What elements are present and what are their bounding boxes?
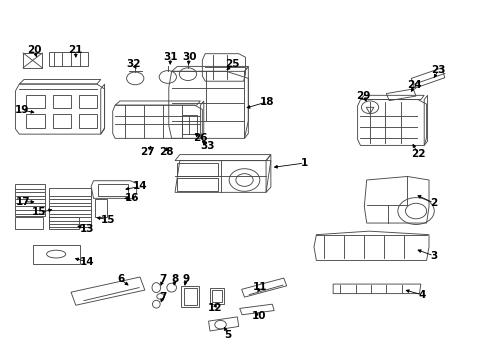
Bar xyxy=(209,288,224,304)
Text: 23: 23 xyxy=(430,65,445,75)
Bar xyxy=(183,288,197,305)
Text: 14: 14 xyxy=(133,181,147,192)
Text: 9: 9 xyxy=(182,274,189,284)
Bar xyxy=(49,217,79,229)
Text: 1: 1 xyxy=(300,158,307,168)
Text: 32: 32 xyxy=(126,59,140,69)
Bar xyxy=(26,114,44,128)
Text: 5: 5 xyxy=(224,329,231,339)
Text: 31: 31 xyxy=(163,52,177,62)
Text: 19: 19 xyxy=(15,105,29,115)
Bar xyxy=(181,286,199,307)
Text: 14: 14 xyxy=(80,257,95,267)
Bar xyxy=(79,114,97,128)
Text: 24: 24 xyxy=(407,80,421,90)
Text: 11: 11 xyxy=(253,282,267,292)
Bar xyxy=(23,53,42,68)
Text: 28: 28 xyxy=(159,148,174,157)
Text: 13: 13 xyxy=(80,224,94,234)
Bar xyxy=(49,52,88,66)
Bar xyxy=(177,177,218,190)
Text: 20: 20 xyxy=(27,45,42,55)
Bar xyxy=(49,189,91,226)
Text: 15: 15 xyxy=(32,207,46,217)
Bar xyxy=(182,115,196,134)
Bar xyxy=(33,244,80,264)
Bar xyxy=(16,184,45,216)
Text: 7: 7 xyxy=(159,292,166,302)
Text: 26: 26 xyxy=(193,133,207,143)
Text: 18: 18 xyxy=(260,97,274,107)
Text: 4: 4 xyxy=(417,290,425,300)
Text: 29: 29 xyxy=(355,91,370,101)
Text: 30: 30 xyxy=(182,52,196,62)
Bar xyxy=(79,95,97,108)
Text: 17: 17 xyxy=(16,197,30,207)
Bar xyxy=(211,290,222,302)
Text: 16: 16 xyxy=(124,193,139,203)
Text: 27: 27 xyxy=(140,148,155,157)
Text: 7: 7 xyxy=(159,274,166,284)
Text: 21: 21 xyxy=(68,45,83,55)
Bar xyxy=(98,184,128,196)
Text: 33: 33 xyxy=(200,141,214,152)
Text: 6: 6 xyxy=(117,274,124,284)
Text: 25: 25 xyxy=(225,59,239,69)
Bar xyxy=(53,114,71,128)
Bar xyxy=(16,217,43,229)
Bar xyxy=(26,95,44,108)
Bar xyxy=(95,199,107,217)
Text: 12: 12 xyxy=(207,303,222,313)
Text: 15: 15 xyxy=(101,215,115,225)
Text: 22: 22 xyxy=(410,149,425,158)
Bar xyxy=(177,163,218,176)
Text: 8: 8 xyxy=(171,274,178,284)
Text: 10: 10 xyxy=(251,311,265,321)
Text: 2: 2 xyxy=(429,198,437,208)
Bar xyxy=(53,95,71,108)
Text: 3: 3 xyxy=(429,251,437,261)
